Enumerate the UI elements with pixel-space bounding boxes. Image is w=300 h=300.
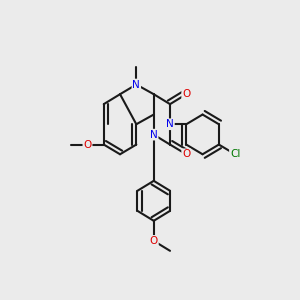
- Text: Cl: Cl: [230, 149, 240, 159]
- Text: N: N: [132, 80, 140, 89]
- Text: O: O: [182, 89, 190, 99]
- Text: O: O: [182, 149, 190, 159]
- Text: N: N: [166, 119, 174, 129]
- Text: N: N: [150, 130, 158, 140]
- Text: O: O: [83, 140, 92, 150]
- Text: O: O: [150, 236, 158, 246]
